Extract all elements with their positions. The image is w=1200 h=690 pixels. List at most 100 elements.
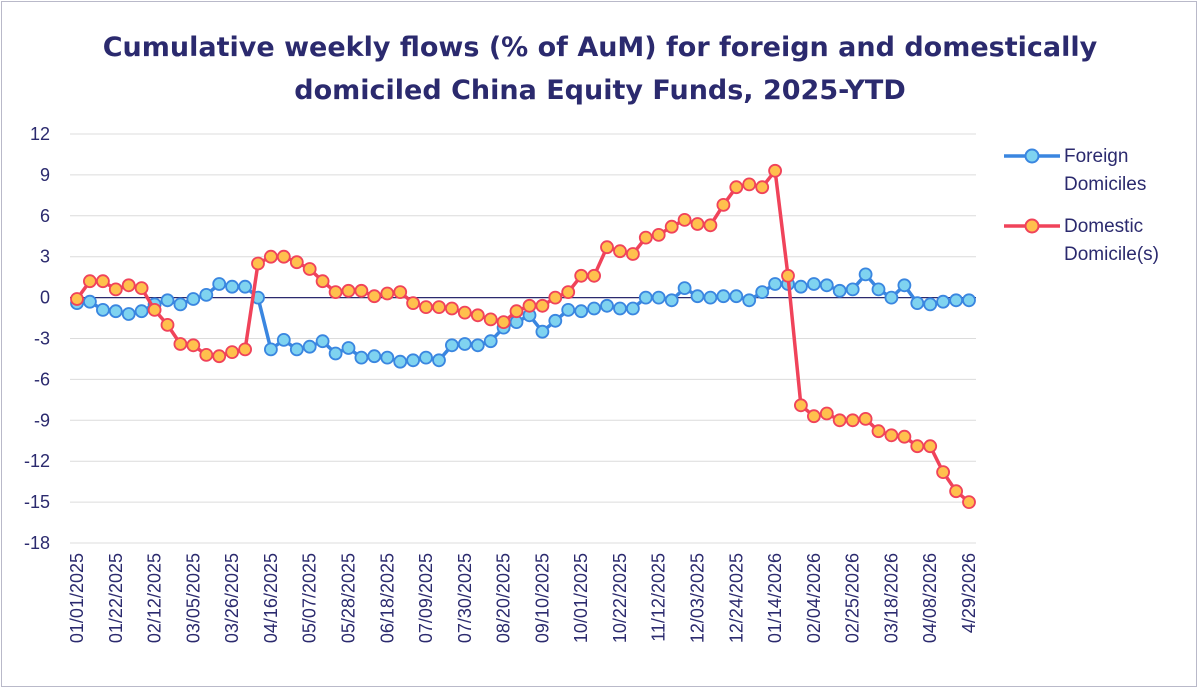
y-tick-label: 6 [40, 206, 50, 226]
data-point [134, 304, 149, 319]
data-point [276, 332, 291, 347]
data-point [561, 285, 576, 300]
data-point [574, 268, 589, 283]
x-tick-label: 4/29/2026 [959, 553, 979, 633]
data-point [108, 304, 123, 319]
y-tick-label: -12 [24, 451, 50, 471]
data-point [819, 406, 834, 421]
data-point [755, 180, 770, 195]
data-point [212, 277, 227, 291]
data-point [548, 290, 563, 305]
y-tick-label: -18 [24, 533, 50, 553]
data-point [186, 338, 201, 353]
data-point [354, 283, 369, 298]
data-point [289, 342, 304, 357]
data-point [884, 290, 899, 305]
data-point [302, 339, 317, 354]
data-point [96, 274, 110, 289]
chart-title: Cumulative weekly flows (% of AuM) for f… [0, 26, 1200, 112]
legend-item-foreign: Foreign Domiciles [1004, 146, 1146, 195]
data-point [781, 268, 795, 283]
x-tick-label: 01/22/2025 [106, 553, 126, 643]
data-point [548, 313, 563, 328]
data-point [108, 282, 123, 297]
data-point [315, 274, 330, 289]
data-point [419, 300, 433, 315]
data-point [768, 277, 782, 291]
data-point [651, 290, 666, 305]
data-point [406, 296, 421, 311]
data-point [367, 349, 382, 364]
chart-title-line-2: domiciled China Equity Funds, 2025-YTD [294, 75, 906, 106]
x-tick-label: 05/07/2025 [300, 553, 320, 643]
x-tick-label: 04/16/2025 [261, 553, 281, 643]
data-point [858, 411, 873, 426]
data-point [328, 346, 343, 361]
x-tick-label: 09/10/2025 [532, 553, 552, 643]
data-point [432, 353, 446, 368]
x-tick-label: 01/01/2025 [67, 553, 87, 643]
data-point [690, 217, 705, 231]
data-point [315, 334, 330, 349]
data-point [716, 197, 731, 212]
data-point [626, 247, 640, 261]
data-point [289, 255, 304, 270]
data-point [664, 219, 679, 234]
data-point [936, 465, 950, 480]
data-point [160, 317, 175, 332]
data-point [910, 439, 925, 454]
x-tick-label: 03/05/2025 [183, 553, 203, 643]
x-tick-label: 11/12/2025 [649, 553, 669, 642]
x-tick-label: 12/03/2025 [688, 553, 708, 643]
data-point [173, 337, 188, 351]
data-point [367, 289, 382, 304]
data-point [626, 301, 640, 316]
x-tick-label: 03/18/2026 [881, 553, 901, 643]
data-point [380, 286, 395, 301]
data-point [613, 301, 627, 316]
data-point [470, 308, 485, 323]
data-point [457, 337, 472, 351]
data-point [173, 297, 188, 312]
data-point [949, 484, 963, 499]
x-tick-label: 01/14/2026 [765, 553, 785, 643]
data-point [432, 300, 446, 315]
data-point [587, 268, 601, 283]
data-point [845, 282, 860, 297]
x-tick-label: 04/08/2026 [920, 553, 940, 643]
data-point [677, 281, 692, 296]
y-tick-label: 12 [30, 124, 50, 144]
data-point [807, 409, 821, 424]
data-point [238, 342, 253, 357]
x-tick-label: 02/25/2026 [843, 553, 863, 643]
data-point [238, 279, 253, 294]
data-point [470, 338, 485, 353]
y-tick-label: -6 [34, 369, 50, 389]
data-point [794, 279, 808, 294]
data-point [509, 304, 524, 319]
y-tick-label: 9 [40, 165, 50, 185]
data-point [613, 244, 627, 259]
data-point [690, 289, 705, 304]
legend: Foreign Domiciles Domestic Domicile(s) [1004, 146, 1159, 265]
data-point [186, 292, 201, 306]
data-point [561, 302, 576, 317]
series-layer [70, 163, 976, 510]
x-tick-label: 02/04/2026 [804, 553, 824, 643]
data-point [677, 212, 692, 227]
legend-label-foreign-line1: Foreign [1064, 146, 1128, 167]
data-point [302, 262, 317, 276]
data-point [83, 294, 97, 309]
data-point [251, 256, 265, 271]
data-point [535, 324, 550, 339]
data-point [134, 281, 149, 296]
data-point [845, 413, 860, 428]
data-point [638, 290, 653, 305]
data-point [884, 428, 899, 443]
data-point [212, 349, 227, 364]
data-point [897, 278, 912, 293]
data-point [457, 305, 472, 320]
y-tick-label: 3 [40, 247, 50, 267]
data-point [444, 338, 459, 353]
gridlines [70, 133, 976, 544]
